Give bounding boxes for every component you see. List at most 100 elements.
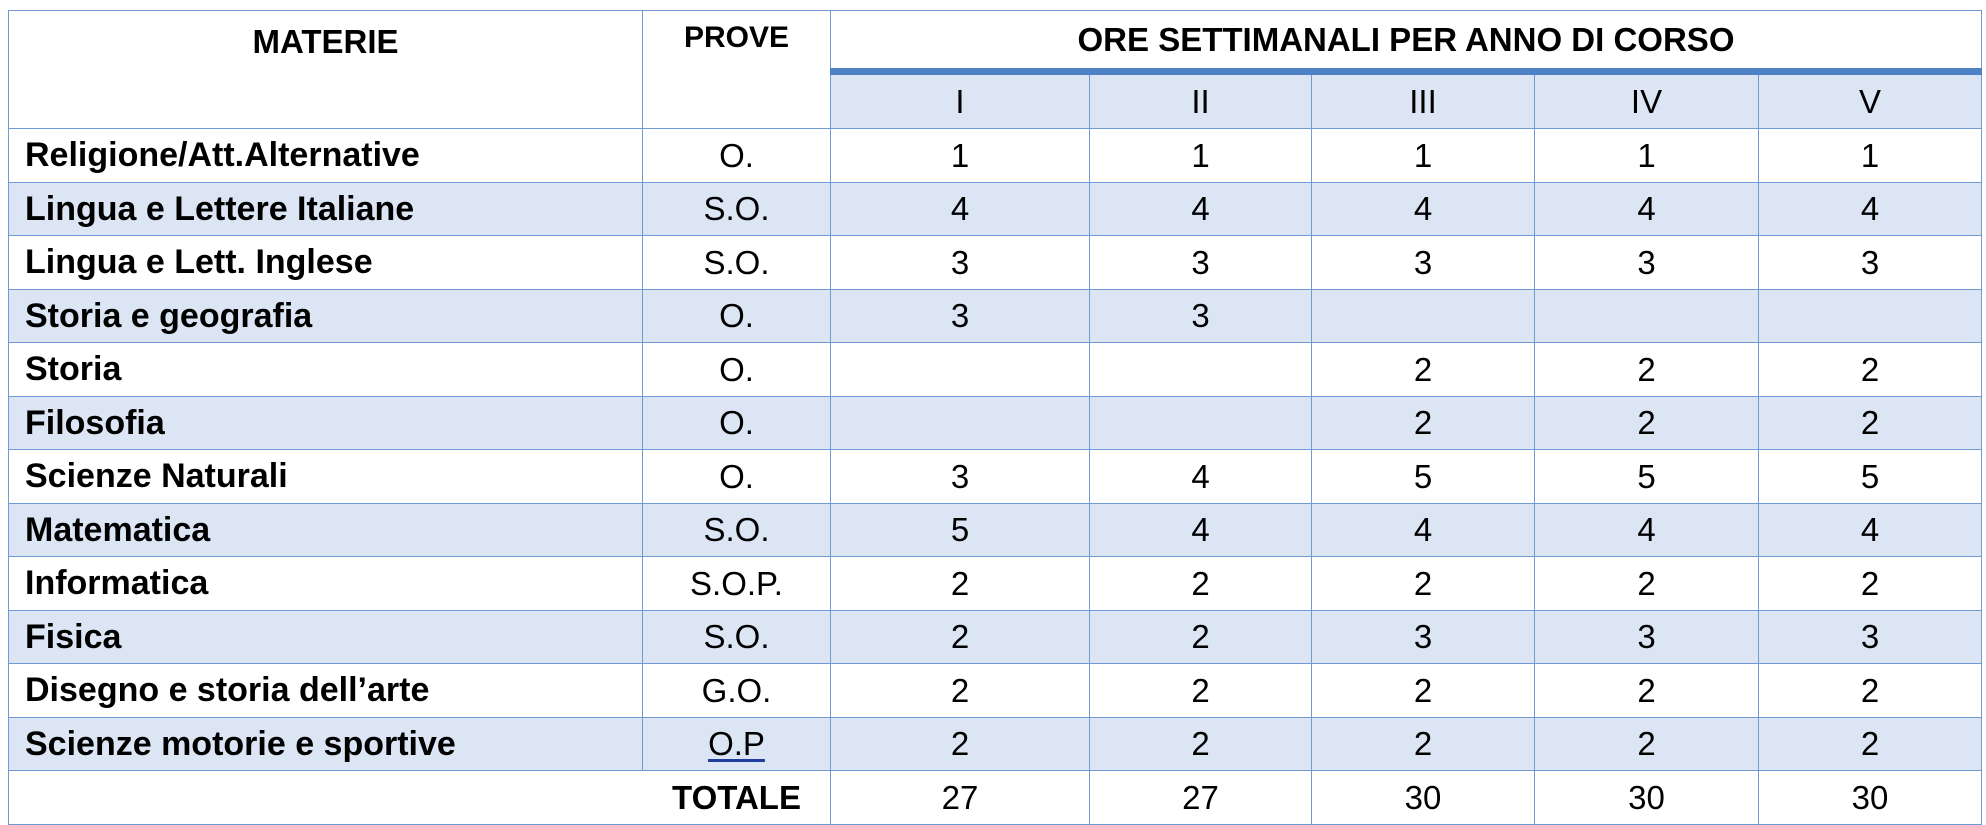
prove-cell: O. — [642, 342, 831, 397]
hours-cell — [1089, 395, 1312, 450]
header-materie: MATERIE — [8, 10, 643, 129]
hours-cell: 4 — [1311, 181, 1535, 236]
subject-cell: Religione/Att.Alternative — [8, 128, 643, 183]
prove-cell: S.O. — [642, 502, 831, 557]
prove-cell: S.O. — [642, 609, 831, 664]
total-cell: 30 — [1534, 770, 1759, 825]
header-prove: PROVE — [642, 10, 831, 129]
hours-cell: 4 — [830, 181, 1090, 236]
prove-value: O.P — [708, 725, 765, 763]
total-cell: 27 — [1089, 770, 1312, 825]
subject-cell: Lingua e Lettere Italiane — [8, 181, 643, 236]
hours-cell: 2 — [1311, 716, 1535, 771]
prove-cell: S.O. — [642, 235, 831, 290]
hours-cell: 1 — [1089, 128, 1312, 183]
hours-cell: 2 — [1089, 609, 1312, 664]
hours-cell: 2 — [830, 609, 1090, 664]
prove-cell: O.P — [642, 716, 831, 771]
hours-cell: 2 — [830, 716, 1090, 771]
table-row: Disegno e storia dell’arte G.O. 2 2 2 2 … — [8, 663, 1983, 718]
hours-cell: 2 — [1757, 663, 1983, 718]
hours-cell: 2 — [1089, 716, 1312, 771]
hours-cell: 2 — [830, 556, 1090, 611]
subject-cell: Storia — [8, 342, 643, 397]
hours-cell: 4 — [1089, 181, 1312, 236]
table-row: Scienze Naturali O. 3 4 5 5 5 — [8, 449, 1983, 504]
prove-cell: O. — [642, 449, 831, 504]
hours-cell — [1089, 342, 1312, 397]
hours-cell: 3 — [1311, 235, 1535, 290]
hours-cell: 2 — [1534, 395, 1759, 450]
table-row: Informatica S.O.P. 2 2 2 2 2 — [8, 556, 1983, 611]
hours-cell: 2 — [1089, 663, 1312, 718]
year-header-i: I — [830, 71, 1090, 129]
hours-cell: 2 — [1757, 556, 1983, 611]
hours-cell: 3 — [1757, 609, 1983, 664]
hours-cell: 5 — [1757, 449, 1983, 504]
hours-cell — [1757, 288, 1983, 343]
hours-cell: 3 — [830, 288, 1090, 343]
hours-cell: 2 — [1534, 556, 1759, 611]
hours-cell — [830, 395, 1090, 450]
table-row: Lingua e Lettere Italiane S.O. 4 4 4 4 4 — [8, 181, 1983, 236]
totals-row: TOTALE 27 27 30 30 30 — [8, 770, 1983, 825]
table-row: Storia e geografia O. 3 3 — [8, 288, 1983, 343]
table-row: Matematica S.O. 5 4 4 4 4 — [8, 502, 1983, 557]
hours-cell: 3 — [1089, 235, 1312, 290]
subject-cell: Matematica — [8, 502, 643, 557]
hours-cell: 1 — [1534, 128, 1759, 183]
hours-cell: 4 — [1757, 181, 1983, 236]
hours-cell — [1311, 288, 1535, 343]
hours-cell: 3 — [1534, 609, 1759, 664]
hours-cell: 4 — [1534, 502, 1759, 557]
hours-cell: 3 — [830, 235, 1090, 290]
table-row: Storia O. 2 2 2 — [8, 342, 1983, 397]
hours-cell: 2 — [1757, 342, 1983, 397]
hours-cell: 2 — [1311, 395, 1535, 450]
hours-cell: 4 — [1089, 449, 1312, 504]
subject-cell: Disegno e storia dell’arte — [8, 663, 643, 718]
subject-cell: Informatica — [8, 556, 643, 611]
year-header-iv: IV — [1534, 71, 1759, 129]
prove-cell: S.O.P. — [642, 556, 831, 611]
hours-cell — [1534, 288, 1759, 343]
hours-cell: 2 — [1089, 556, 1312, 611]
hours-cell: 4 — [1757, 502, 1983, 557]
totals-spacer — [8, 770, 643, 825]
hours-cell: 3 — [1089, 288, 1312, 343]
hours-cell: 1 — [1311, 128, 1535, 183]
subject-cell: Filosofia — [8, 395, 643, 450]
prove-cell: O. — [642, 395, 831, 450]
hours-cell: 2 — [1311, 663, 1535, 718]
subject-cell: Lingua e Lett. Inglese — [8, 235, 643, 290]
prove-cell: S.O. — [642, 181, 831, 236]
hours-cell: 2 — [1534, 716, 1759, 771]
hours-cell: 3 — [1534, 235, 1759, 290]
hours-cell: 2 — [1534, 342, 1759, 397]
header-title: ORE SETTIMANALI PER ANNO DI CORSO — [829, 10, 1983, 75]
subject-cell: Scienze Naturali — [8, 449, 643, 504]
hours-cell: 1 — [1757, 128, 1983, 183]
hours-cell: 2 — [1534, 663, 1759, 718]
prove-cell: O. — [642, 288, 831, 343]
year-header-iii: III — [1311, 71, 1535, 129]
table-row: Fisica S.O. 2 2 3 3 3 — [8, 609, 1983, 664]
prove-cell: G.O. — [642, 663, 831, 718]
year-header-ii: II — [1089, 71, 1312, 129]
hours-cell: 2 — [1311, 342, 1535, 397]
table-row: Lingua e Lett. Inglese S.O. 3 3 3 3 3 — [8, 235, 1983, 290]
hours-cell — [830, 342, 1090, 397]
curriculum-hours-table: MATERIE PROVE ORE SETTIMANALI PER ANNO D… — [8, 10, 1983, 825]
hours-cell: 4 — [1534, 181, 1759, 236]
table-row: Religione/Att.Alternative O. 1 1 1 1 1 — [8, 128, 1983, 183]
curriculum-table-container: MATERIE PROVE ORE SETTIMANALI PER ANNO D… — [8, 10, 1983, 825]
total-cell: 30 — [1311, 770, 1535, 825]
subject-cell: Storia e geografia — [8, 288, 643, 343]
subject-cell: Fisica — [8, 609, 643, 664]
year-header-row: I II III IV V — [9, 71, 1983, 129]
totals-label: TOTALE — [642, 770, 831, 825]
hours-cell: 4 — [1089, 502, 1312, 557]
hours-cell: 3 — [1311, 609, 1535, 664]
hours-cell: 2 — [1757, 395, 1983, 450]
hours-cell: 4 — [1311, 502, 1535, 557]
